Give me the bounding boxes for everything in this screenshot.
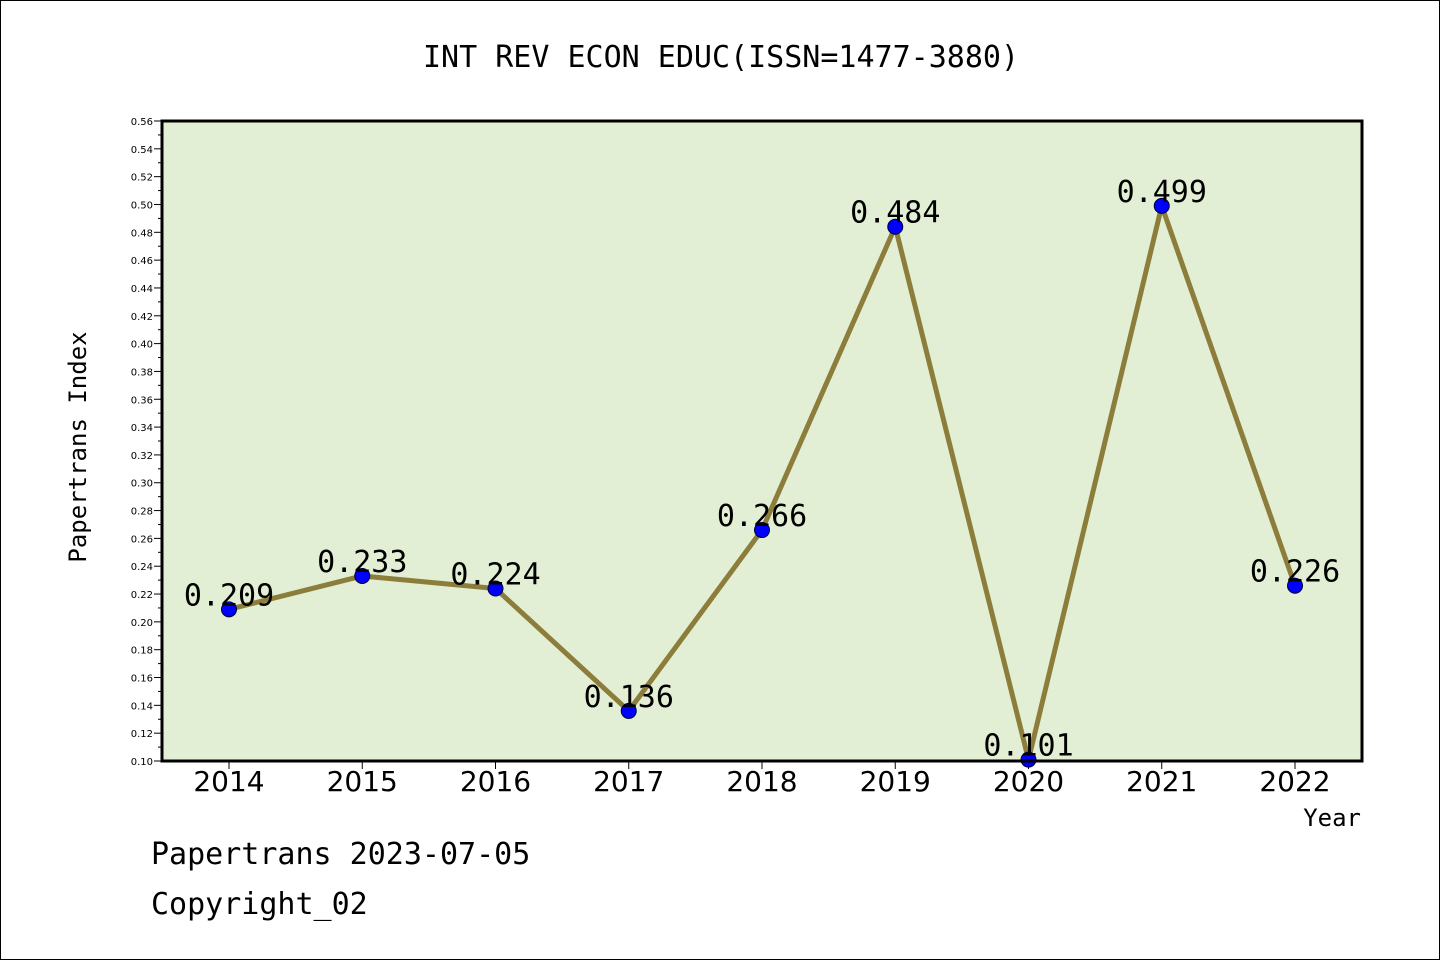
plot-area xyxy=(162,121,1362,761)
y-tick-label: 0.40 xyxy=(131,340,153,351)
x-axis-ticks: 2014 2015 2016 2017 2018 2019 2020 2021 2022 xyxy=(193,761,1331,798)
chart-title: INT REV ECON EDUC(ISSN=1477-3880) xyxy=(423,40,1019,75)
data-point xyxy=(754,522,770,539)
x-tick-label: 2021 xyxy=(1126,765,1197,798)
data-labels: 0.209 0.233 0.224 0.136 0.266 0.484 0.101 0.499… xyxy=(184,175,1340,764)
data-point xyxy=(487,580,504,597)
series-points xyxy=(221,197,1303,768)
y-tick-label: 0.14 xyxy=(131,701,153,712)
y-tick-label: 0.42 xyxy=(131,312,153,323)
y-tick-label: 0.50 xyxy=(131,200,153,211)
y-tick-label: 0.56 xyxy=(131,117,153,128)
data-label: 0.224 xyxy=(450,557,540,592)
x-axis-label: Year xyxy=(1303,804,1361,832)
data-label: 0.226 xyxy=(1250,555,1340,590)
x-tick-label: 2017 xyxy=(593,765,664,798)
y-axis-label: Papertrans Index xyxy=(64,331,92,562)
y-tick-label: 0.26 xyxy=(131,534,153,545)
y-tick-label: 0.34 xyxy=(131,423,153,434)
data-label: 0.101 xyxy=(983,729,1073,764)
y-tick-label: 0.32 xyxy=(131,451,153,462)
data-point xyxy=(620,702,637,719)
data-label: 0.136 xyxy=(584,680,674,715)
data-label: 0.233 xyxy=(317,545,407,580)
data-label: 0.499 xyxy=(1117,175,1207,210)
y-axis-ticks: 0.10 0.12 0.14 0.16 0.18 0.20 0.22 0.24 0.26 0.28… xyxy=(131,117,162,768)
x-tick-label: 2014 xyxy=(193,765,264,798)
y-tick-label: 0.10 xyxy=(131,757,153,768)
footer-date: Papertrans 2023-07-05 xyxy=(151,837,531,872)
y-tick-label: 0.24 xyxy=(131,562,153,573)
data-point xyxy=(1287,577,1303,594)
data-point xyxy=(221,601,237,618)
y-tick-label: 0.12 xyxy=(131,729,153,740)
x-tick-label: 2016 xyxy=(460,765,531,798)
y-tick-label: 0.16 xyxy=(131,674,153,685)
y-tick-label: 0.48 xyxy=(131,228,153,239)
y-tick-label: 0.52 xyxy=(131,173,153,184)
y-tick-label: 0.36 xyxy=(131,395,153,406)
x-tick-label: 2020 xyxy=(993,765,1064,798)
data-label: 0.266 xyxy=(717,499,807,534)
y-tick-label: 0.30 xyxy=(131,479,153,490)
data-label: 0.209 xyxy=(184,578,274,613)
y-tick-label: 0.28 xyxy=(131,507,153,518)
x-tick-label: 2018 xyxy=(726,765,797,798)
footer-copyright: Copyright_02 xyxy=(151,887,368,922)
data-point xyxy=(354,567,371,584)
x-tick-label: 2019 xyxy=(860,765,931,798)
x-tick-label: 2022 xyxy=(1259,765,1330,798)
y-tick-label: 0.46 xyxy=(131,256,153,267)
x-tick-label: 2015 xyxy=(327,765,398,798)
y-tick-label: 0.54 xyxy=(131,145,153,156)
plot-border xyxy=(160,119,1364,763)
y-tick-label: 0.20 xyxy=(131,618,153,629)
y-tick-label: 0.22 xyxy=(131,590,153,601)
data-point xyxy=(1153,197,1170,214)
y-tick-label: 0.18 xyxy=(131,646,153,657)
data-label: 0.484 xyxy=(850,196,940,231)
y-tick-label: 0.44 xyxy=(131,284,153,295)
y-tick-label: 0.38 xyxy=(131,367,153,378)
data-point xyxy=(887,218,904,235)
